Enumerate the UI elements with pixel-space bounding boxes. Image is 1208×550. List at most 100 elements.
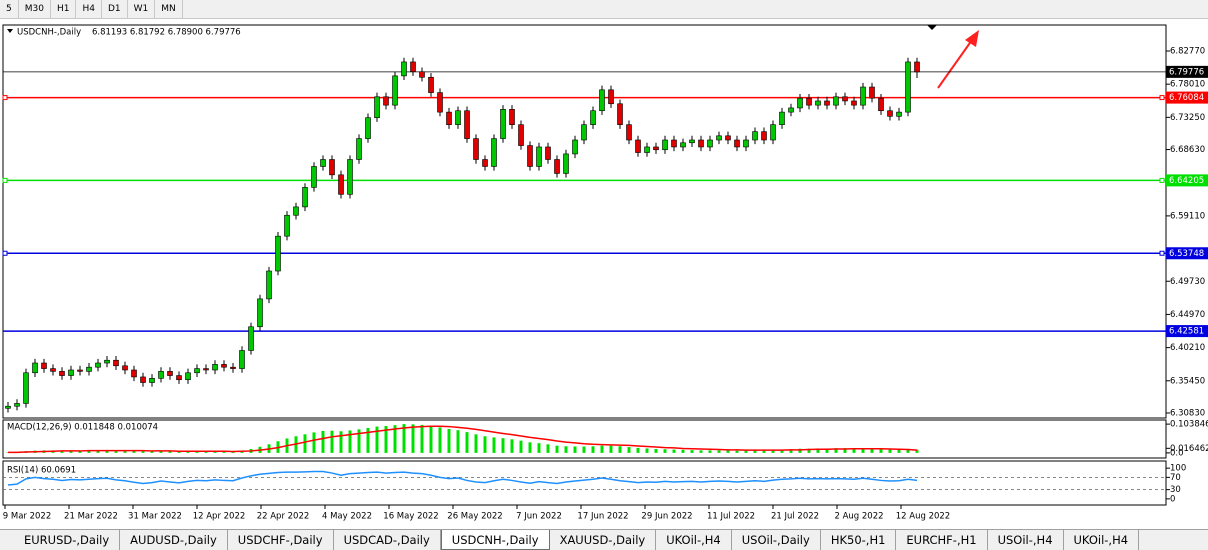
candle-body	[203, 368, 209, 371]
macd-bar	[645, 448, 649, 453]
macd-bar	[420, 424, 424, 453]
candle-body	[536, 146, 542, 167]
macd-bar	[753, 450, 757, 453]
candle-body	[365, 117, 371, 139]
candle-body	[410, 61, 416, 72]
macd-bar	[483, 436, 487, 453]
chart-shift-marker[interactable]	[927, 25, 937, 30]
macd-bar	[825, 448, 829, 453]
candle-body	[707, 139, 713, 148]
x-tick-label: 11 Jul 2022	[707, 512, 755, 522]
x-tick-label: 2 Aug 2022	[834, 512, 883, 522]
candle-body	[743, 139, 749, 148]
macd-bar	[204, 451, 208, 453]
candle-body	[752, 131, 758, 141]
candle-body	[653, 146, 659, 151]
macd-bar	[573, 446, 577, 453]
chart-tab[interactable]: USDCAD-,Daily	[334, 530, 441, 550]
candle-body	[914, 61, 920, 73]
candle-body	[401, 61, 407, 77]
timeframe-button[interactable]: H4	[76, 0, 102, 18]
macd-bar	[429, 425, 433, 453]
timeframe-button[interactable]: MN	[155, 0, 183, 18]
candle-body	[815, 100, 821, 106]
macd-bar	[699, 450, 703, 453]
macd-bar	[339, 431, 343, 453]
y-tick-label: 6.68630	[1170, 145, 1205, 155]
candle-body	[509, 109, 515, 125]
candle-body	[455, 110, 461, 125]
chart-tab[interactable]: AUDUSD-,Daily	[120, 530, 228, 550]
candle-body	[896, 111, 902, 117]
macd-bar	[438, 427, 442, 453]
candle-body	[842, 96, 848, 102]
chart-tab[interactable]: UKOil-,H4	[656, 530, 732, 550]
symbol-menu-icon[interactable]	[7, 29, 13, 33]
chart-tab[interactable]: USOil-,H4	[988, 530, 1064, 550]
macd-bar	[69, 450, 73, 453]
macd-bar	[375, 426, 379, 453]
macd-bar	[357, 429, 361, 453]
macd-bar	[528, 442, 532, 453]
macd-y-tick-label: 0.0	[1170, 448, 1184, 458]
rsi-y-tick-label: 30	[1170, 485, 1181, 495]
macd-bar	[618, 446, 622, 453]
macd-bar	[447, 429, 451, 453]
timeframe-toolbar: 5 M30 H1 H4 D1 W1 MN	[0, 0, 1208, 19]
chart-tab[interactable]: UKOil-,H4	[1064, 530, 1140, 550]
candle-body	[266, 270, 272, 300]
chart-tab[interactable]: USDCNH-,Daily	[440, 530, 550, 550]
y-tick-label: 6.59110	[1170, 211, 1205, 221]
chart-tab[interactable]: USOil-,Daily	[732, 530, 821, 550]
macd-bar	[141, 451, 145, 453]
timeframe-button[interactable]: M30	[19, 0, 51, 18]
macd-bar	[663, 449, 667, 453]
macd-bar	[114, 450, 118, 453]
candle-body	[878, 97, 884, 112]
x-tick-label: 31 Mar 2022	[128, 512, 182, 522]
macd-bar	[492, 437, 496, 453]
rsi-panel	[2, 460, 1167, 506]
chart-tab[interactable]: HK50-,H1	[821, 530, 897, 550]
candle-body	[113, 359, 119, 367]
candle-body	[230, 366, 236, 369]
macd-bar	[366, 427, 370, 453]
macd-bar	[411, 424, 415, 453]
timeframe-button[interactable]: W1	[128, 0, 156, 18]
level-handle	[1159, 177, 1165, 183]
timeframe-button[interactable]: 5	[0, 0, 19, 18]
macd-bar	[465, 432, 469, 453]
macd-bar	[690, 450, 694, 453]
y-tick-label: 6.30830	[1170, 408, 1205, 418]
candle-body	[662, 139, 668, 151]
candle-body	[797, 97, 803, 109]
macd-bar	[87, 450, 91, 453]
candle-body	[5, 405, 11, 409]
candle-body	[464, 110, 470, 139]
macd-bar	[123, 450, 127, 453]
timeframe-button[interactable]: H1	[51, 0, 77, 18]
macd-bar	[843, 448, 847, 453]
x-tick-label: 12 Aug 2022	[896, 512, 950, 522]
macd-bar	[501, 438, 505, 453]
timeframe-button[interactable]: D1	[102, 0, 128, 18]
rsi-y-tick-label: 0	[1170, 494, 1175, 504]
macd-bar	[168, 451, 172, 453]
chart-tab[interactable]: EURUSD-,Daily	[14, 530, 121, 550]
chart-tab[interactable]: USDCHF-,Daily	[228, 530, 334, 550]
macd-bar	[870, 448, 874, 453]
macd-bar	[735, 450, 739, 453]
macd-bar	[654, 448, 658, 453]
macd-bar	[591, 446, 595, 453]
x-tick-label: 16 May 2022	[383, 512, 438, 522]
chart-tab[interactable]: XAUUSD-,Daily	[550, 530, 657, 550]
macd-bar	[546, 444, 550, 453]
chart-tab[interactable]: EURCHF-,H1	[896, 530, 988, 550]
candle-body	[149, 378, 155, 383]
candle-body	[887, 110, 893, 117]
macd-bar	[105, 450, 109, 453]
macd-bar	[555, 445, 559, 453]
price-panel	[2, 24, 1167, 419]
candle-body	[527, 145, 533, 167]
